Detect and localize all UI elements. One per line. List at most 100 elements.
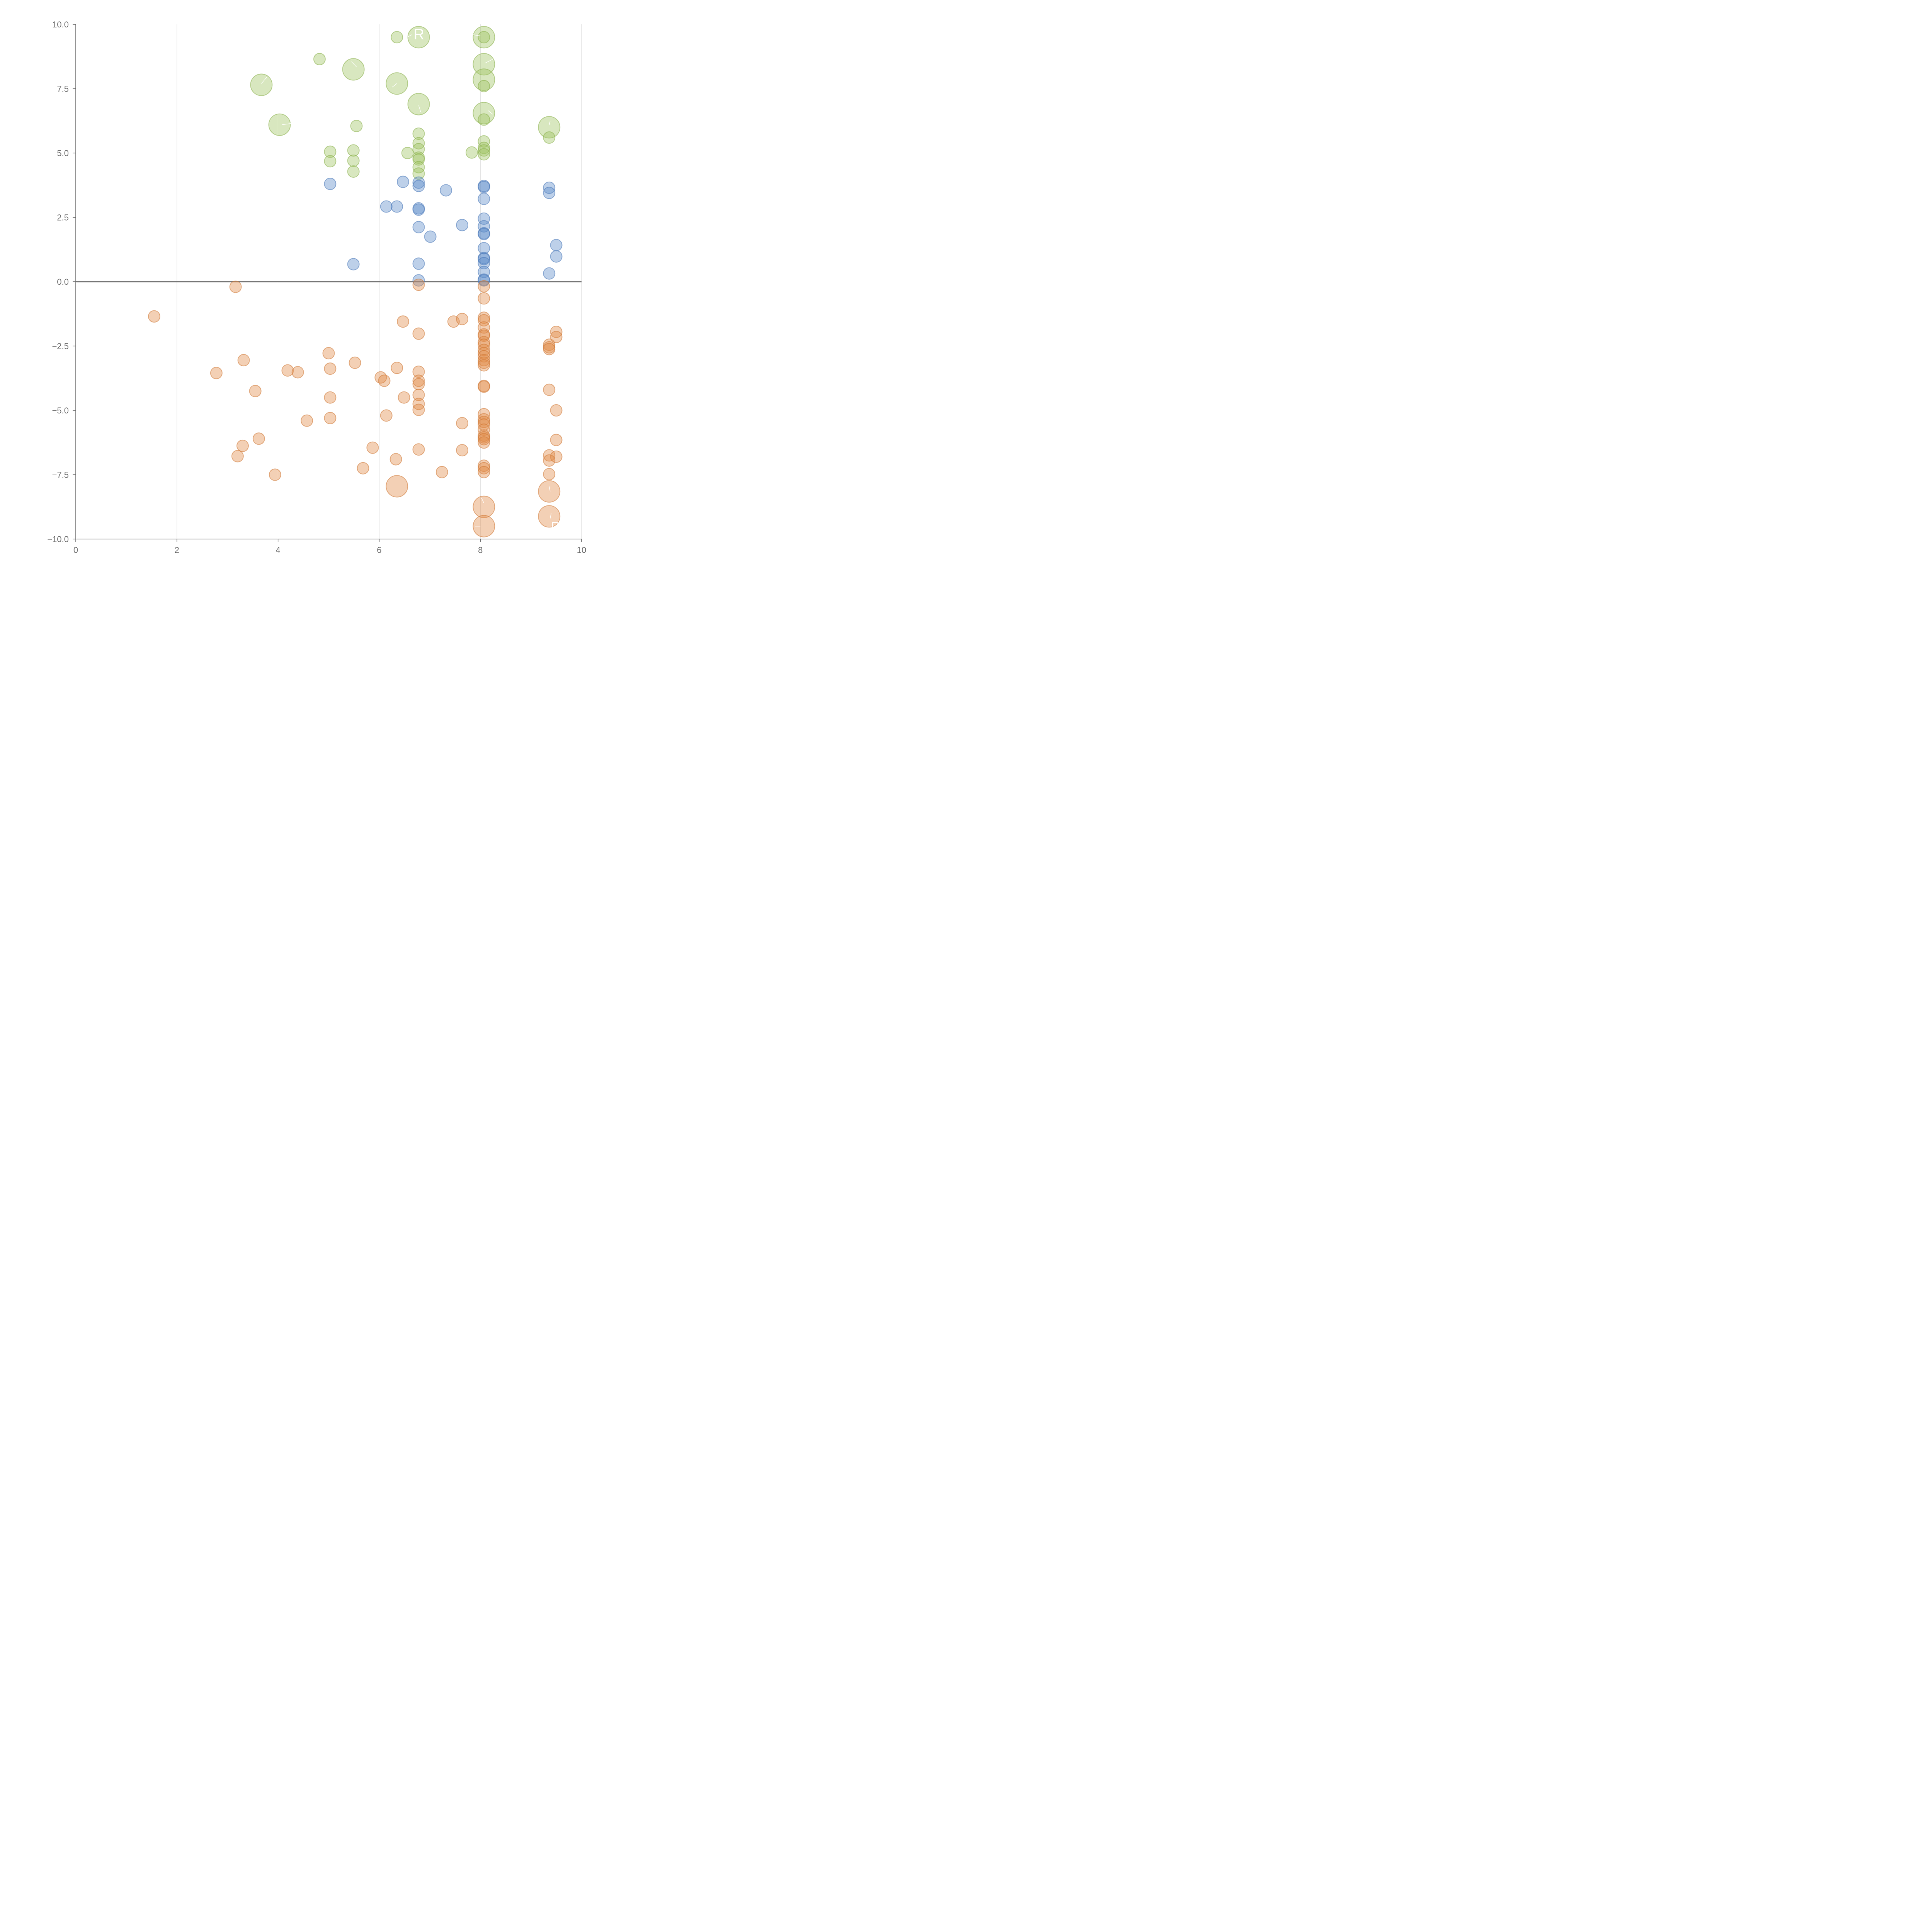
data-point-orange xyxy=(543,383,556,396)
data-point-orange xyxy=(550,450,563,463)
data-point-orange xyxy=(550,331,563,344)
data-point-orange xyxy=(324,391,337,404)
data-point-orange xyxy=(412,374,425,387)
data-point-green xyxy=(347,144,360,157)
data-point-green xyxy=(478,148,490,161)
callout-line xyxy=(549,486,551,492)
data-point-green xyxy=(313,53,326,65)
y-tick-label: 10.0 xyxy=(52,20,69,29)
callout-line xyxy=(261,77,267,84)
data-point-orange xyxy=(478,413,490,426)
data-point-green xyxy=(538,116,561,139)
data-point-green xyxy=(478,144,490,157)
axes: 0 2 4 6 8 10 −10.0 −7.5 −5.0 −2.5 0.0 2.5 5.0 7.5 10.0 xyxy=(47,20,586,555)
data-point-green xyxy=(412,128,425,140)
data-point-orange xyxy=(322,347,335,360)
y-tick-label: 7.5 xyxy=(57,84,69,94)
data-point-green xyxy=(391,31,403,44)
data-point-orange xyxy=(349,356,361,369)
data-point-blue xyxy=(324,177,337,190)
data-point-orange xyxy=(435,466,448,478)
data-point-blue xyxy=(478,257,490,270)
data-point-blue xyxy=(478,192,490,205)
data-point-orange xyxy=(478,436,490,449)
data-point-orange xyxy=(478,292,490,305)
y-tick-label: 5.0 xyxy=(57,148,69,158)
data-point-green xyxy=(412,143,425,156)
data-point-orange xyxy=(231,450,244,463)
data-point-orange xyxy=(550,434,563,446)
data-point-orange xyxy=(478,380,490,393)
data-point-orange xyxy=(396,315,409,328)
callout-line xyxy=(488,110,493,115)
data-point-green xyxy=(324,155,337,168)
data-point-orange xyxy=(252,432,265,445)
data-point-orange xyxy=(478,314,490,327)
data-point-green xyxy=(412,167,425,180)
callout-line xyxy=(418,105,421,112)
data-point-blue xyxy=(478,253,490,265)
data-point-green xyxy=(407,93,430,116)
data-point-green xyxy=(465,146,478,159)
data-point-orange xyxy=(374,371,387,384)
data-point-orange xyxy=(281,364,294,377)
data-point-blue xyxy=(412,180,425,192)
data-point-orange xyxy=(456,444,469,457)
data-point-green xyxy=(478,113,490,126)
data-point-orange xyxy=(478,350,490,363)
callout-line xyxy=(404,34,412,39)
data-point-orange xyxy=(324,362,337,375)
data-point-orange xyxy=(478,347,490,360)
data-point-orange xyxy=(412,389,425,401)
callout-line xyxy=(282,123,292,125)
data-point-blue xyxy=(412,176,425,189)
data-point-blue xyxy=(347,258,360,270)
data-point-orange xyxy=(389,453,402,466)
data-point-blue xyxy=(456,219,469,231)
data-point-orange xyxy=(478,462,490,474)
data-point-blue xyxy=(412,203,425,216)
data-point-orange xyxy=(380,409,393,422)
callout-label: D xyxy=(551,519,561,536)
data-point-orange xyxy=(543,454,556,467)
x-tick-label: 2 xyxy=(175,545,179,555)
x-tick-label: 10 xyxy=(577,545,586,555)
data-point-orange xyxy=(269,468,281,481)
data-point-orange xyxy=(366,441,379,454)
data-point-orange xyxy=(386,475,408,498)
callout-label: R xyxy=(413,27,424,43)
data-point-orange xyxy=(237,354,250,367)
data-point-orange xyxy=(478,354,490,367)
data-point-orange xyxy=(478,459,490,472)
data-point-orange xyxy=(478,359,490,372)
data-point-orange xyxy=(473,495,495,518)
data-point-blue xyxy=(424,230,437,243)
data-point-orange xyxy=(538,505,561,528)
data-point-orange xyxy=(249,385,262,398)
y-tick-label: −5.0 xyxy=(52,406,69,415)
x-tick-label: 6 xyxy=(377,545,381,555)
data-point-orange xyxy=(229,281,242,293)
callout-line xyxy=(485,59,493,63)
data-point-blue xyxy=(478,180,490,193)
data-point-blue xyxy=(396,175,409,188)
data-point-green xyxy=(478,80,490,92)
data-point-green xyxy=(473,53,495,76)
series-green xyxy=(250,26,561,180)
data-point-green xyxy=(350,120,363,133)
x-tick-label: 4 xyxy=(276,545,280,555)
data-point-green xyxy=(324,145,337,158)
y-tick-label: −2.5 xyxy=(52,342,69,351)
data-point-blue xyxy=(550,250,563,263)
data-point-blue xyxy=(440,184,452,197)
series-blue xyxy=(324,175,563,287)
data-point-orange xyxy=(456,313,469,325)
data-point-blue xyxy=(380,200,393,213)
data-point-green xyxy=(412,161,425,173)
data-point-orange xyxy=(478,344,490,356)
callout-line xyxy=(351,61,357,67)
data-point-orange xyxy=(378,374,391,387)
data-point-blue xyxy=(412,257,425,270)
data-point-orange xyxy=(301,414,313,427)
data-point-orange xyxy=(478,466,490,478)
